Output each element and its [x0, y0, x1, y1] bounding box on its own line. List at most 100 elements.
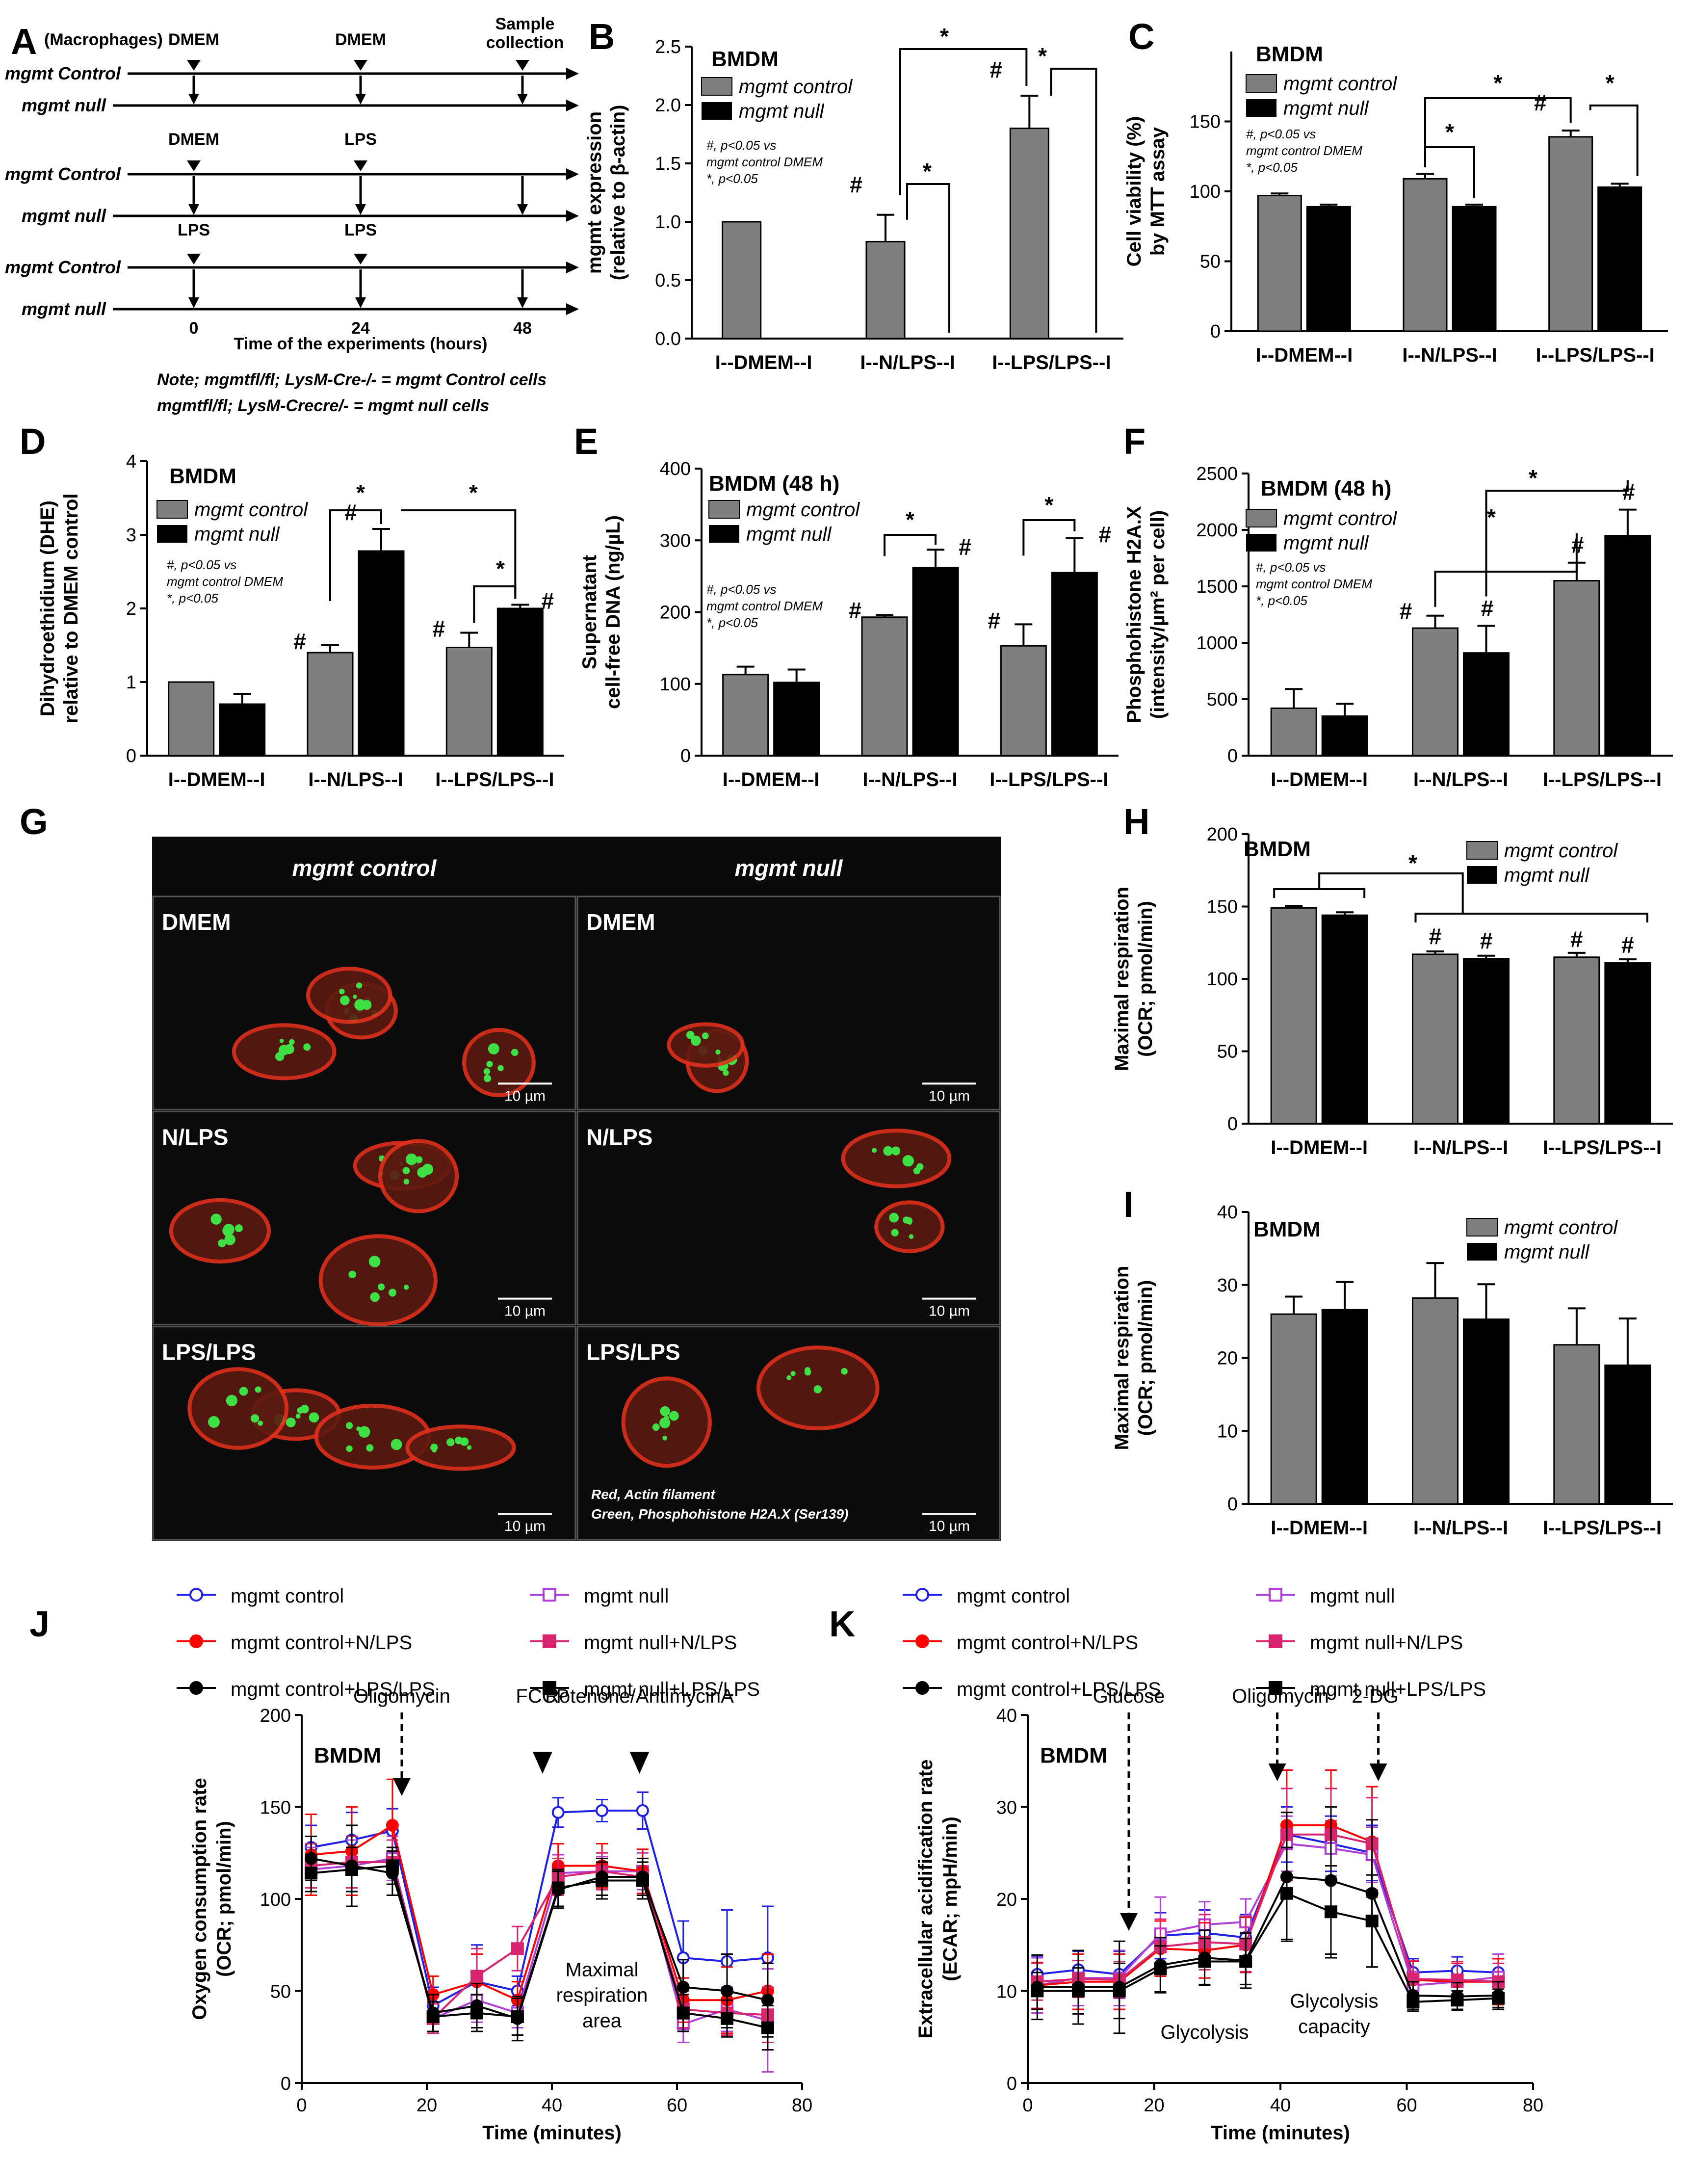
h2ax-foci: [883, 1146, 893, 1156]
cell-actin: [169, 1198, 271, 1264]
series-line: [311, 1810, 768, 2007]
panel-i-chart: 0 10 20 30 40 I--DMEM--I I--N/LPS--I I--LPS/LPS…: [1111, 1202, 1673, 1539]
data-point: [596, 1874, 608, 1887]
significance-hash: #: [850, 172, 862, 197]
significance-star: *: [1408, 850, 1417, 876]
y-tick-label: 150: [1190, 112, 1221, 132]
treatment-label: DMEM: [335, 30, 386, 49]
h2ax-foci: [669, 1411, 679, 1421]
x-tick-label: 40: [542, 2095, 562, 2116]
y-axis-label: (ECAR; mpH/min): [939, 1816, 961, 1981]
series-line: [1037, 1833, 1499, 1983]
bar: [358, 550, 405, 757]
bar: [1463, 958, 1510, 1125]
legend-label: mgmt control+LPS/LPS: [231, 1679, 435, 1700]
bar: [1009, 128, 1049, 340]
data-point: [1365, 1915, 1379, 1927]
area-label-2: respiration: [556, 1985, 648, 2006]
significance-hash: #: [1400, 598, 1412, 624]
h2ax-foci: [346, 1422, 353, 1429]
stat-note-2: mgmt control DMEM: [1246, 143, 1362, 158]
y-tick-label: 0: [1227, 1494, 1238, 1515]
micrograph-tile: [576, 895, 1001, 1110]
treatment-label: DMEM: [168, 130, 219, 149]
h2ax-foci: [339, 995, 350, 1005]
data-point: [1072, 1984, 1085, 1998]
h2ax-foci: [902, 1155, 914, 1167]
h2ax-foci: [467, 1445, 472, 1450]
significance-star: *: [1445, 119, 1454, 145]
scale-bar-label: 10 µm: [929, 1518, 970, 1534]
legend-label-null: mgmt null: [1504, 865, 1589, 886]
h2ax-foci: [723, 1070, 729, 1076]
panel-label-g: G: [20, 801, 48, 842]
y-axis-label: Maximal respiration: [1111, 887, 1133, 1071]
time-arrow-head: [517, 204, 528, 215]
bar: [1463, 1318, 1510, 1505]
data-point: [1492, 1992, 1505, 2005]
panel-label-f: F: [1123, 421, 1146, 462]
x-tick-label: 60: [1396, 2095, 1417, 2116]
time-tick-label: 24: [351, 319, 370, 338]
h2ax-foci: [652, 1423, 660, 1431]
legend-swatch-control: [1246, 509, 1277, 527]
h2ax-foci: [348, 1270, 356, 1279]
y-axis-label: Oxygen consumption rate: [189, 1778, 210, 2020]
h2ax-foci: [460, 1437, 469, 1446]
data-point: [511, 1942, 524, 1955]
stat-note-2: mgmt control DMEM: [706, 599, 823, 613]
legend-swatch-null: [1246, 99, 1276, 117]
x-category-label: I--N/LPS--I: [1402, 344, 1497, 366]
legend-marker: [915, 1681, 929, 1695]
y-tick-label: 3: [126, 525, 136, 546]
x-tick-label: 0: [296, 2095, 307, 2116]
significance-star: *: [1493, 70, 1502, 96]
h2ax-foci: [234, 1224, 243, 1233]
legend-label: mgmt null: [584, 1585, 669, 1607]
y-tick-label: 0: [281, 2074, 291, 2094]
significance-hash: #: [1481, 596, 1494, 621]
caption-line-1: Red, Actin filament: [591, 1487, 716, 1502]
significance-bracket: [1434, 533, 1578, 607]
stat-note-3: *, p<0.05: [167, 591, 218, 605]
treatment-label: LPS/LPS: [586, 1340, 680, 1365]
y-axis-label: Cell viability (%): [1123, 116, 1145, 267]
x-category-label: I--DMEM--I: [1271, 1517, 1368, 1539]
x-tick-label: 40: [1270, 2095, 1291, 2116]
legend-marker: [543, 1681, 556, 1695]
h2ax-foci: [416, 1156, 423, 1163]
bar: [1604, 535, 1651, 757]
bar: [1270, 907, 1317, 1125]
treatment-label: LPS/LPS: [162, 1340, 256, 1365]
x-category-label: I--N/LPS--I: [1413, 1517, 1508, 1539]
h2ax-foci: [362, 1000, 372, 1010]
cell-actin: [318, 1234, 438, 1326]
y-axis-label: relative to DMEM control: [60, 494, 82, 724]
panel-a-timeline: (Macrophages) Sample collection mgmt Con…: [5, 15, 579, 415]
significance-star: *: [469, 480, 478, 505]
h2ax-foci: [483, 1068, 491, 1075]
data-point: [761, 1994, 774, 2007]
stat-note-3: *, p<0.05: [706, 615, 758, 630]
data-point: [345, 1863, 358, 1876]
injection-label: Rotenone/AntimycinA: [545, 1685, 734, 1707]
scale-bar-label: 10 µm: [929, 1303, 970, 1319]
treatment-marker: [354, 160, 367, 171]
y-tick-label: 10: [996, 1982, 1017, 2002]
significance-hash: #: [1570, 926, 1583, 952]
cell-actin: [462, 1027, 536, 1098]
y-tick-label: 50: [1217, 1042, 1238, 1062]
series-line: [311, 1865, 768, 2029]
timeline-arrowhead: [566, 168, 579, 180]
stat-note-1: #, p<0.05 vs: [706, 138, 776, 153]
treatment-label: N/LPS: [586, 1124, 652, 1150]
series-line: [311, 1861, 768, 2021]
y-tick-label: 2500: [1196, 464, 1238, 484]
h2ax-foci: [258, 1421, 263, 1426]
area-label-3: area: [582, 2010, 622, 2032]
significance-bracket: [1424, 146, 1475, 198]
h2ax-foci: [702, 1032, 709, 1039]
series-line: [1037, 1892, 1499, 2003]
caption-line-2: Green, Phosphohistone H2A.X (Ser139): [591, 1506, 848, 1522]
x-tick-label: 20: [417, 2095, 437, 2116]
